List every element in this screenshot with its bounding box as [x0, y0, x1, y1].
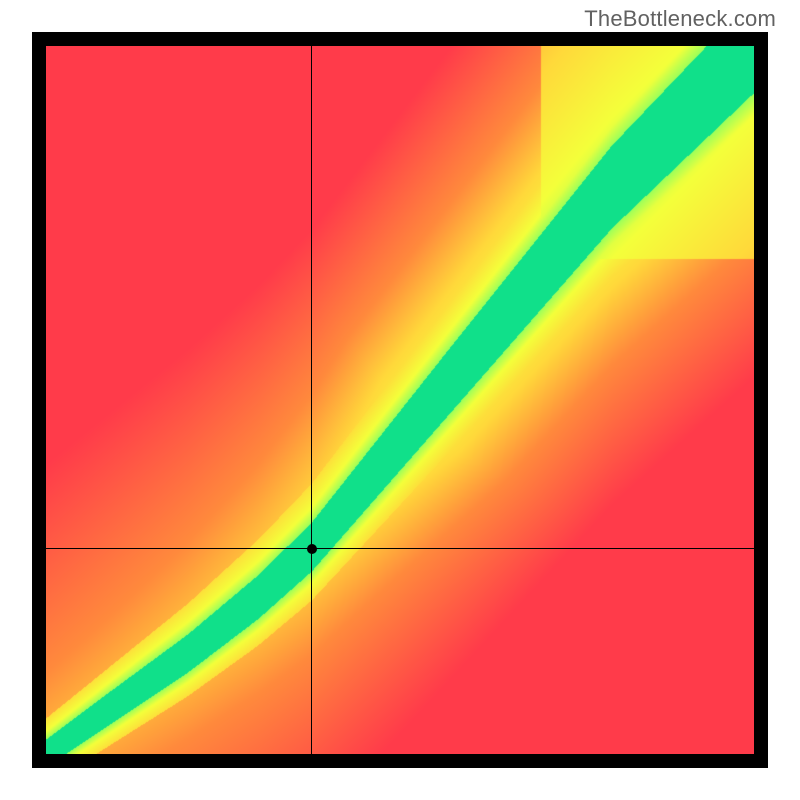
container: TheBottleneck.com [0, 0, 800, 800]
crosshair-vertical [311, 46, 312, 754]
plot-frame [32, 32, 768, 768]
crosshair-horizontal [46, 548, 754, 549]
watermark-text: TheBottleneck.com [584, 6, 776, 32]
data-point-marker [307, 544, 317, 554]
bottleneck-heatmap [46, 46, 754, 754]
